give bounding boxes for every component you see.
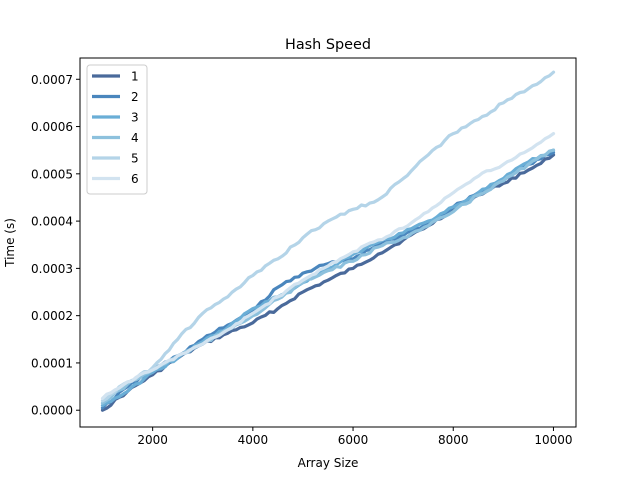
y-axis: 0.0000 0.0001 0.0002 0.0003 0.0004 0.0005 0.00… — [31, 73, 80, 418]
legend-label-3: 3 — [131, 111, 139, 125]
y-tick-label: 0.0006 — [31, 120, 73, 134]
x-tick-label: 10000 — [534, 433, 572, 447]
series-line-3 — [100, 148, 556, 408]
legend-label-6: 6 — [131, 172, 139, 186]
y-tick-label: 0.0003 — [31, 262, 73, 276]
series-line-5 — [100, 70, 556, 403]
plot-area — [79, 57, 577, 428]
series-layer — [100, 70, 556, 412]
y-axis-label: Time (s) — [3, 218, 17, 268]
legend: 1 2 3 4 5 6 — [86, 64, 148, 195]
y-tick-label: 0.0005 — [31, 167, 73, 181]
x-tick-label: 8000 — [438, 433, 469, 447]
chart-title: Hash Speed — [285, 37, 371, 53]
x-tick-label: 4000 — [238, 433, 269, 447]
y-tick-label: 0.0004 — [31, 215, 73, 229]
axes-frame — [79, 57, 577, 428]
legend-label-5: 5 — [131, 152, 139, 166]
y-tick-label: 0.0002 — [31, 309, 73, 323]
x-axis-label: Array Size — [298, 456, 359, 470]
x-tick-label: 2000 — [137, 433, 168, 447]
legend-label-1: 1 — [131, 70, 139, 84]
legend-label-2: 2 — [131, 90, 139, 104]
series-line-6 — [100, 132, 556, 400]
y-tick-label: 0.0000 — [31, 404, 73, 418]
y-tick-label: 0.0001 — [31, 356, 73, 370]
legend-label-4: 4 — [131, 131, 139, 145]
x-tick-label: 6000 — [338, 433, 369, 447]
x-axis: 2000 4000 6000 8000 10000 — [137, 427, 573, 447]
y-tick-label: 0.0007 — [31, 73, 73, 87]
